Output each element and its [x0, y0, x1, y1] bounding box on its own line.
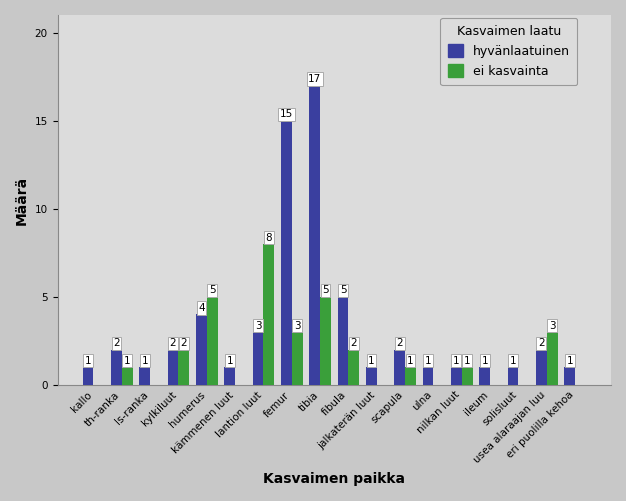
Text: 1: 1	[227, 356, 233, 366]
Bar	[224, 367, 235, 385]
Bar	[564, 367, 575, 385]
Text: 1: 1	[141, 356, 148, 366]
Text: 2: 2	[396, 338, 403, 348]
Text: 1: 1	[464, 356, 471, 366]
Bar	[394, 350, 405, 385]
Bar	[292, 332, 302, 385]
Bar	[536, 350, 546, 385]
Bar	[546, 332, 558, 385]
Text: 1: 1	[510, 356, 516, 366]
Text: 1: 1	[453, 356, 459, 366]
Text: 5: 5	[340, 286, 346, 296]
Text: 1: 1	[124, 356, 130, 366]
Text: 1: 1	[567, 356, 573, 366]
Text: 1: 1	[85, 356, 91, 366]
Text: 1: 1	[424, 356, 431, 366]
Legend: hyvänlaatuinen, ei kasvainta: hyvänlaatuinen, ei kasvainta	[440, 18, 577, 85]
Text: 1: 1	[368, 356, 375, 366]
Bar	[111, 350, 122, 385]
Text: 5: 5	[209, 286, 215, 296]
Bar	[462, 367, 473, 385]
Text: 3: 3	[549, 321, 555, 331]
Y-axis label: Määrä: Määrä	[15, 175, 29, 224]
Bar	[508, 367, 518, 385]
Bar	[196, 315, 207, 385]
Bar	[178, 350, 189, 385]
Bar	[140, 367, 150, 385]
Bar	[451, 367, 462, 385]
Text: 1: 1	[407, 356, 414, 366]
Bar	[253, 332, 264, 385]
Text: 4: 4	[198, 303, 205, 313]
Bar	[122, 367, 133, 385]
Bar	[264, 244, 274, 385]
Bar	[281, 121, 292, 385]
Text: 1: 1	[481, 356, 488, 366]
Text: 2: 2	[351, 338, 357, 348]
Text: 2: 2	[180, 338, 187, 348]
Bar	[349, 350, 359, 385]
Text: 3: 3	[255, 321, 262, 331]
Bar	[405, 367, 416, 385]
Bar	[207, 297, 218, 385]
Text: 5: 5	[322, 286, 329, 296]
Text: 17: 17	[308, 74, 321, 84]
Bar	[83, 367, 93, 385]
Text: 15: 15	[280, 109, 293, 119]
Text: 2: 2	[538, 338, 545, 348]
Bar	[337, 297, 349, 385]
Text: 2: 2	[113, 338, 120, 348]
Bar	[423, 367, 433, 385]
Text: 2: 2	[170, 338, 177, 348]
Bar	[320, 297, 331, 385]
Bar	[480, 367, 490, 385]
Bar	[168, 350, 178, 385]
Bar	[309, 86, 320, 385]
Text: 8: 8	[265, 232, 272, 242]
X-axis label: Kasvaimen paikka: Kasvaimen paikka	[264, 472, 405, 486]
Bar	[366, 367, 377, 385]
Text: 3: 3	[294, 321, 300, 331]
